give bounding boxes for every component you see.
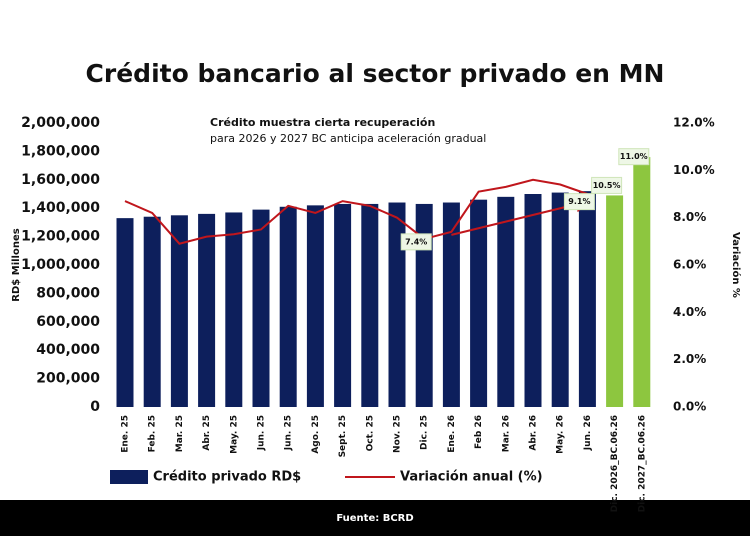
x-tick-label: Sept. 25 (338, 415, 348, 457)
legend-label: Crédito privado RD$ (153, 470, 301, 485)
x-tick-label: May. 25 (229, 415, 239, 454)
y2-tick-label: 10.0% (673, 163, 715, 177)
bar (225, 212, 243, 407)
y-tick-label: 600,000 (36, 314, 100, 330)
x-tick-label: Mar. 25 (175, 415, 185, 452)
y-tick-label: 1,200,000 (21, 229, 100, 245)
x-tick-label: Oct. 25 (365, 415, 375, 451)
y-tick-label: 0 (90, 399, 100, 415)
x-tick-label: Ene. 26 (447, 415, 457, 453)
y2-tick-label: 6.0% (673, 258, 706, 272)
y-tick-label: 800,000 (36, 285, 100, 301)
bar (497, 196, 515, 407)
bar (334, 203, 352, 407)
bar (306, 205, 324, 407)
source: Fuente: BCRD (336, 513, 413, 524)
annotation-box (400, 233, 432, 251)
annotation-label: 10.5% (593, 181, 621, 190)
legend-swatch (110, 470, 148, 484)
chart-title: Crédito bancario al sector privado en MN (86, 59, 665, 88)
y-tick-label: 1,600,000 (21, 172, 100, 188)
annotation-label: 7.4% (405, 237, 427, 246)
x-tick-label: Nov. 25 (393, 415, 403, 453)
bar (578, 191, 596, 407)
y2-tick-label: 12.0% (673, 116, 715, 130)
bar (470, 199, 488, 407)
x-tick-label: Abr. 26 (529, 415, 539, 451)
y-tick-label: 1,000,000 (21, 257, 100, 273)
y-tick-label: 200,000 (36, 371, 100, 387)
annotation-box (563, 193, 595, 211)
y-tick-label: 2,000,000 (21, 115, 100, 131)
bar (606, 195, 624, 407)
y-axis-label: RD$ Millones (11, 228, 22, 301)
bar (252, 209, 270, 407)
y2-tick-label: 8.0% (673, 210, 706, 224)
x-tick-label: Dic. 25 (420, 415, 430, 450)
annotation-box (591, 176, 623, 194)
subtitle: para 2026 y 2027 BC anticipa aceleración… (210, 132, 486, 145)
y2-tick-label: 2.0% (673, 352, 706, 366)
y-tick-label: 1,800,000 (21, 143, 100, 159)
bar (551, 192, 569, 407)
bar (170, 215, 188, 407)
bar (116, 218, 134, 407)
y-tick-label: 400,000 (36, 342, 100, 358)
bar (442, 202, 460, 407)
y2-tick-label: 4.0% (673, 305, 706, 319)
annotation-label: 9.1% (568, 197, 590, 206)
x-tick-label: Mar. 26 (501, 415, 511, 452)
x-tick-label: Abr. 25 (202, 415, 212, 451)
legend-label: Variación anual (%) (400, 470, 543, 485)
bar (415, 203, 433, 407)
bar (198, 213, 216, 407)
x-tick-label: Ago. 25 (311, 415, 321, 454)
line (124, 178, 588, 245)
x-tick-label: Jun. 25 (257, 415, 267, 451)
x-tick-label: Feb. 25 (148, 415, 158, 452)
x-tick-label: Jun. 26 (583, 415, 593, 451)
annotation-box (618, 148, 650, 166)
y2-axis-label: Variación % (730, 232, 742, 298)
x-tick-label: Jun. 25 (284, 415, 294, 451)
y2-tick-label: 0.0% (673, 400, 706, 414)
x-tick-label: Feb 26 (474, 415, 484, 449)
bar (524, 194, 542, 407)
x-tick-label: Dic. 2026_BC.06.26 (610, 415, 620, 512)
annotation-label: 11.0% (620, 152, 648, 161)
bar (633, 157, 651, 407)
x-tick-label: Dic. 2027_BC.06.26 (637, 415, 647, 512)
x-tick-label: May. 26 (556, 415, 566, 454)
bar (388, 202, 406, 407)
y-tick-label: 1,400,000 (21, 200, 100, 216)
bar (361, 203, 379, 407)
bar (279, 206, 297, 407)
bar (143, 216, 161, 407)
footer-bar (0, 500, 750, 536)
subtitle: Crédito muestra cierta recuperación (210, 116, 435, 129)
x-tick-label: Ene. 25 (121, 415, 131, 453)
